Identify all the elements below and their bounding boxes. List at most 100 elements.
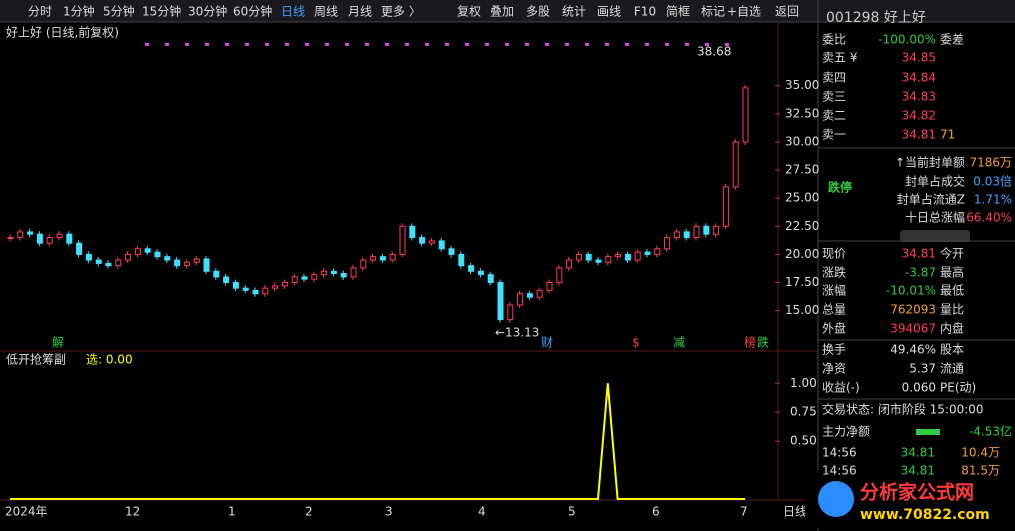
quote-cell: 71 [940, 128, 955, 142]
top-dot [525, 43, 529, 46]
candle [477, 270, 484, 276]
chart-title: 好上好 (日线,前复权) [6, 25, 119, 40]
quote-cell: -100.00% [878, 33, 936, 47]
period-tab[interactable]: 月线 [348, 5, 372, 19]
flow-value: -4.53亿 [969, 424, 1012, 439]
quote-cell: 现价 [822, 247, 846, 261]
period-tab[interactable]: 1分钟 [63, 4, 95, 19]
event-marker: 财 [541, 336, 553, 350]
quote-cell: 涨跌 [822, 265, 846, 280]
period-tab[interactable]: 15分钟 [142, 4, 181, 19]
candle [448, 248, 455, 255]
period-tab[interactable]: 30分钟 [188, 4, 227, 19]
top-dot [245, 43, 249, 46]
quote-cell: 最高 [940, 265, 964, 280]
candle [36, 233, 43, 244]
candle [66, 233, 73, 244]
candle [536, 289, 543, 298]
candle [125, 253, 132, 261]
period-tab[interactable]: 5分钟 [103, 4, 135, 19]
candle [272, 285, 279, 289]
quote-cell: 81.5万 [961, 464, 1000, 478]
candle [27, 231, 34, 235]
candle [262, 287, 269, 295]
tool-button[interactable]: 统计 [562, 5, 586, 19]
quote-cell: 内盘 [940, 321, 964, 336]
tool-button[interactable]: 简框 [666, 5, 690, 19]
limit-label: 跌停 [828, 180, 852, 195]
quote-cell: 394067 [890, 322, 936, 336]
tool-button[interactable]: 叠加 [490, 5, 514, 19]
x-tick-label: 6 [652, 505, 660, 519]
collapse-tab[interactable] [900, 230, 970, 242]
candle [76, 242, 83, 255]
candle [585, 253, 592, 261]
toolbar [0, 0, 1015, 22]
tool-button[interactable]: 画线 [597, 5, 621, 19]
y-tick-label: 0.50 [790, 434, 817, 448]
candle [742, 87, 749, 143]
low-label: ←13.13 [495, 326, 539, 340]
candle [595, 259, 602, 263]
y-tick-label: 20.00 [785, 247, 819, 261]
candle [321, 270, 328, 276]
top-dot [225, 43, 229, 46]
quote-cell: 0.060 [902, 381, 936, 395]
period-tab[interactable]: 更多 〉 [381, 5, 421, 19]
event-marker: 榜 [744, 335, 756, 350]
candle [389, 253, 396, 261]
candle [428, 240, 435, 244]
candle [370, 256, 377, 261]
top-dot [205, 43, 209, 46]
quote-cell: 14:56 [822, 446, 857, 460]
period-tab[interactable]: 分时 [28, 5, 52, 19]
x-tick-label: 4 [478, 505, 486, 519]
tool-button[interactable]: 多股 [526, 5, 550, 19]
y-tick-label: 32.50 [785, 106, 819, 120]
candle [85, 253, 92, 261]
tool-button[interactable]: F10 [634, 5, 656, 19]
top-dot [565, 43, 569, 46]
candle [46, 237, 53, 244]
top-dot [605, 43, 609, 46]
candle [419, 237, 426, 244]
quote-cell: 今开 [940, 246, 964, 261]
period-tab[interactable]: 60分钟 [233, 4, 272, 19]
tool-button[interactable]: +自选 [727, 5, 761, 19]
quote-cell: 34.83 [902, 90, 936, 104]
quote-cell: 7186万 [969, 156, 1012, 170]
tool-button[interactable]: 复权 [457, 5, 481, 19]
top-dot [145, 43, 149, 46]
period-tab[interactable]: 周线 [314, 5, 338, 19]
x-tick-label: 5 [568, 505, 576, 519]
logo-name: 分析家公式网 [860, 481, 974, 504]
top-dot [365, 43, 369, 46]
quote-cell: 34.81 [902, 128, 936, 142]
candle [458, 253, 465, 267]
tool-button[interactable]: 返回 [775, 5, 799, 19]
period-tab[interactable]: 日线 [281, 5, 305, 19]
top-dot [165, 43, 169, 46]
candle [174, 259, 181, 267]
candle [644, 251, 651, 255]
tool-button[interactable]: 标记 [701, 5, 725, 19]
indicator-select: 选: 0.00 [86, 353, 133, 367]
quote-cell: 762093 [890, 303, 936, 317]
y-tick-label: 30.00 [785, 134, 819, 148]
candle [311, 274, 318, 280]
quote-cell: 14:56 [822, 464, 857, 478]
indicator-line [10, 383, 745, 500]
candle [507, 304, 514, 321]
quote-cell: 34.84 [902, 71, 936, 85]
quote-cell: 49.46% [890, 343, 936, 357]
top-dot [345, 43, 349, 46]
flow-label: 主力净额 [822, 425, 870, 439]
candle [683, 231, 690, 239]
trade-status: 交易状态: 闭市阶段 15:00:00 [822, 402, 984, 417]
event-marker: 解 [52, 336, 64, 350]
top-dot [625, 43, 629, 46]
x-tick-label: 3 [385, 505, 393, 519]
candle [17, 231, 24, 239]
candle [468, 265, 475, 272]
